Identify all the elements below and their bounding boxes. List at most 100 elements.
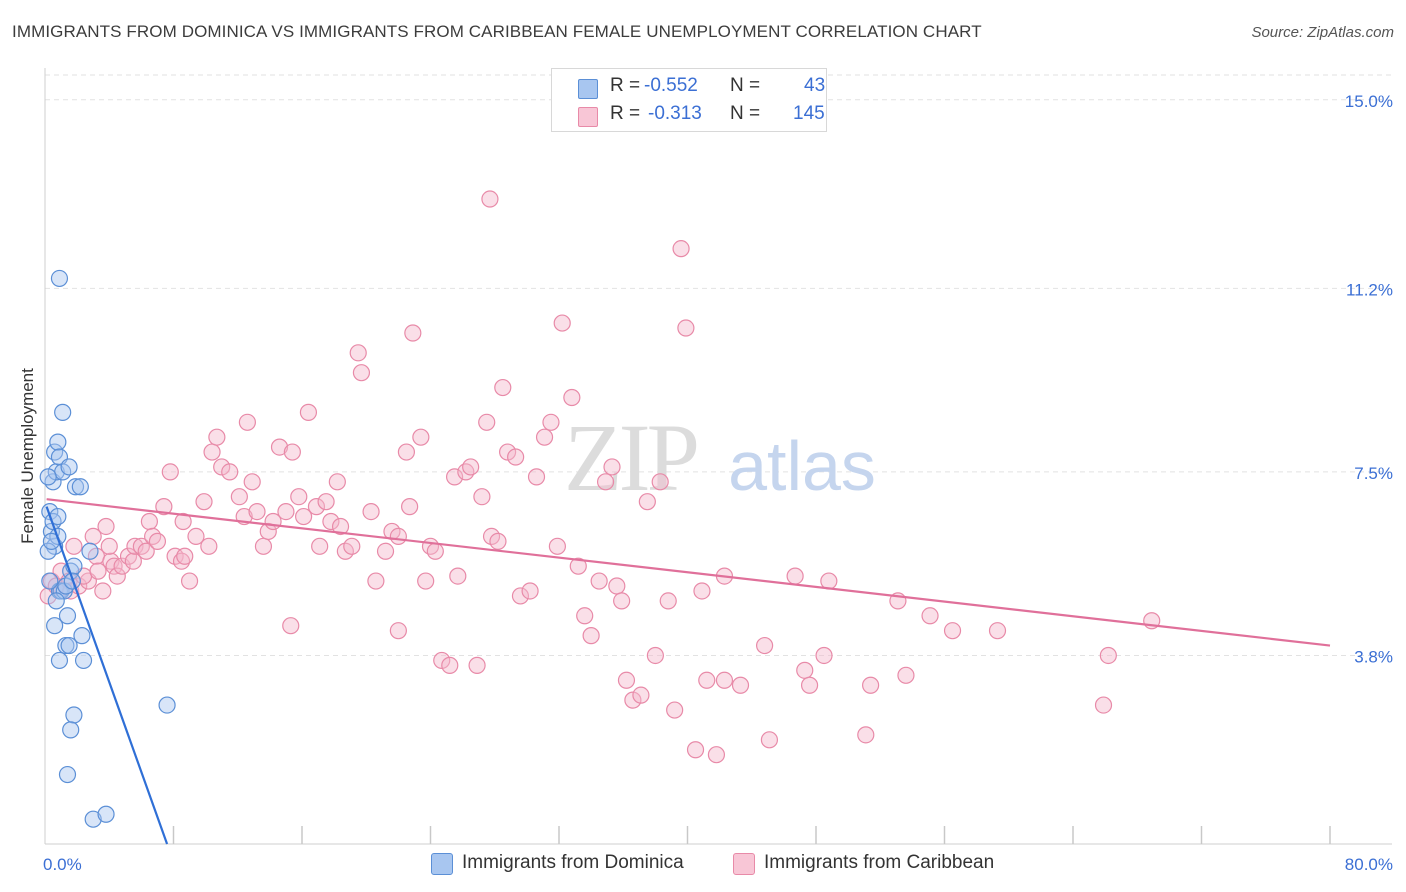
caribbean-point: [243, 473, 261, 491]
caribbean-point: [113, 557, 131, 575]
legend-n-value: 145: [793, 103, 825, 124]
watermark-zip: ZIP: [564, 404, 697, 511]
caribbean-point: [307, 498, 326, 516]
caribbean-point: [672, 240, 690, 258]
y-axis-title: Female Unemployment: [18, 368, 37, 544]
caribbean-point: [943, 622, 962, 640]
caribbean-point: [317, 493, 335, 511]
caribbean-point: [548, 537, 566, 555]
caribbean-point: [988, 622, 1007, 640]
dominica-point: [54, 403, 72, 421]
caribbean-point: [389, 527, 407, 546]
caribbean-point: [277, 502, 295, 521]
caribbean-point: [230, 488, 248, 506]
caribbean-point: [311, 537, 329, 555]
caribbean-point: [148, 532, 167, 550]
caribbean-point: [449, 567, 467, 585]
caribbean-point: [119, 547, 138, 565]
caribbean-point: [137, 542, 155, 560]
caribbean-point: [494, 378, 512, 397]
bottom-legend-swatch-pink: [733, 853, 755, 875]
dominica-point: [73, 627, 91, 645]
caribbean-point: [457, 463, 475, 481]
chart-title: IMMIGRANTS FROM DOMINICA VS IMMIGRANTS F…: [12, 22, 982, 41]
bottom-legend-swatch-blue: [431, 853, 453, 875]
legend-n-value: 43: [804, 75, 826, 96]
axes: [44, 68, 1392, 845]
caribbean-point: [473, 488, 491, 506]
caribbean-point: [295, 507, 313, 526]
dominica-point: [97, 805, 115, 823]
caribbean-point: [590, 572, 608, 590]
caribbean-point: [445, 468, 464, 486]
caribbean-point: [417, 572, 435, 590]
caribbean-point: [569, 557, 587, 575]
dominica-point: [41, 572, 59, 590]
caribbean-point: [632, 686, 650, 704]
caribbean-point: [1099, 646, 1117, 665]
caribbean-point: [481, 190, 499, 208]
caribbean-point: [283, 443, 301, 461]
caribbean-point: [349, 344, 367, 362]
caribbean-point: [124, 552, 142, 570]
caribbean-point: [857, 726, 875, 744]
caribbean-point: [270, 438, 289, 456]
bottom-legend-label: Immigrants from Dominica: [462, 852, 684, 873]
y-tick-label: 3.8%: [1354, 647, 1393, 666]
caribbean-point: [608, 577, 626, 595]
y-tick-label: 15.0%: [1345, 92, 1393, 111]
dominica-point: [50, 651, 69, 670]
caribbean-point: [389, 622, 407, 640]
caribbean-point: [140, 512, 159, 531]
legend-r-label: R =: [610, 75, 641, 96]
series-caribbean-points: [39, 190, 1161, 764]
caribbean-point: [195, 493, 213, 511]
dominica-point: [58, 765, 77, 784]
caribbean-point: [603, 458, 621, 476]
caribbean-point: [238, 413, 256, 431]
caribbean-point: [651, 473, 669, 491]
caribbean-point: [254, 537, 273, 555]
caribbean-point: [208, 428, 226, 446]
caribbean-point: [144, 527, 162, 546]
caribbean-trend-line: [46, 498, 1331, 647]
caribbean-point: [617, 671, 636, 689]
caribbean-point: [535, 428, 554, 446]
caribbean-point: [426, 542, 444, 560]
caribbean-point: [203, 443, 221, 461]
caribbean-point: [693, 582, 711, 600]
dominica-point: [65, 706, 83, 724]
caribbean-point: [299, 403, 318, 421]
caribbean-point: [563, 388, 581, 407]
caribbean-point: [576, 607, 594, 625]
caribbean-point: [638, 493, 656, 511]
caribbean-point: [172, 552, 191, 570]
caribbean-point: [521, 582, 539, 600]
source-note: Source: ZipAtlas.com: [1251, 24, 1394, 41]
legend-r-label: R =: [610, 103, 641, 124]
caribbean-point: [1094, 696, 1113, 714]
caribbean-point: [468, 656, 486, 674]
dominica-trend-line: [45, 506, 169, 845]
dominica-point: [49, 433, 67, 451]
caribbean-point: [677, 319, 695, 337]
caribbean-point: [187, 527, 205, 546]
caribbean-point: [659, 592, 677, 610]
dominica-point: [46, 617, 64, 635]
caribbean-point: [343, 537, 361, 555]
caribbean-point: [221, 463, 239, 481]
caribbean-point: [462, 458, 480, 476]
caribbean-point: [331, 517, 350, 536]
caribbean-point: [582, 627, 600, 645]
caribbean-point: [367, 572, 385, 590]
caribbean-point: [100, 537, 118, 555]
caribbean-point: [760, 731, 779, 749]
watermark-atlas: atlas: [728, 427, 876, 505]
legend-swatch-pink: [578, 107, 598, 127]
caribbean-point: [666, 701, 684, 719]
caribbean-point: [94, 582, 112, 600]
caribbean-point: [511, 587, 530, 605]
caribbean-point: [815, 646, 833, 665]
caribbean-point: [596, 473, 615, 491]
